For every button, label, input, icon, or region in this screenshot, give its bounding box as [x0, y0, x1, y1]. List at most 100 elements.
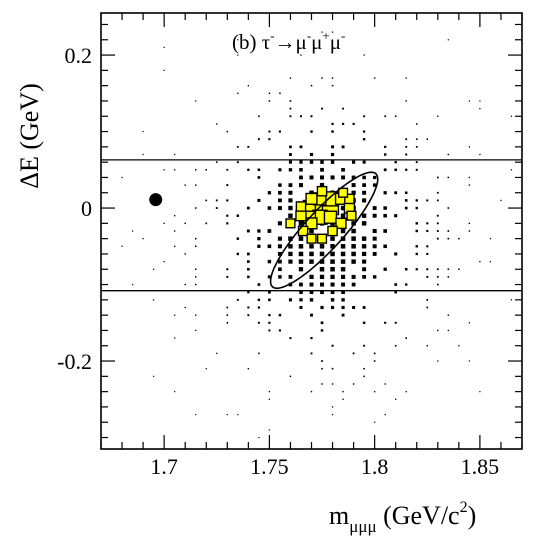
mc-box — [319, 274, 325, 280]
mc-box — [437, 115, 439, 117]
mc-box — [309, 259, 314, 264]
mc-box — [447, 153, 450, 156]
mc-box — [340, 274, 346, 279]
mc-box — [405, 283, 408, 286]
mc-box — [340, 213, 346, 218]
mc-box — [277, 221, 282, 226]
mc-box — [330, 160, 335, 164]
mc-box — [436, 230, 439, 232]
mc-box — [257, 176, 261, 179]
mc-box — [195, 329, 197, 332]
mc-box — [321, 367, 323, 370]
mc-box — [384, 115, 387, 118]
mc-box — [341, 282, 346, 287]
mc-box — [426, 229, 429, 233]
mc-box — [363, 375, 365, 378]
mc-box — [372, 228, 377, 234]
mc-box — [298, 259, 304, 264]
mc-box — [426, 275, 429, 278]
mc-box — [384, 413, 386, 416]
signal-mc-box — [337, 187, 349, 198]
mc-box — [415, 252, 418, 256]
mc-box — [351, 190, 356, 195]
mc-box — [163, 169, 165, 171]
mc-box — [131, 283, 134, 286]
mc-box — [426, 298, 429, 301]
mc-box — [341, 298, 345, 302]
mc-box — [405, 145, 408, 148]
mc-box — [236, 145, 239, 148]
mc-box — [372, 244, 377, 249]
mc-box — [174, 391, 176, 393]
mc-box — [278, 130, 281, 133]
signal-mc-box — [295, 201, 307, 212]
signal-mc-box — [335, 217, 347, 230]
mc-box — [216, 123, 218, 125]
mc-box — [299, 168, 303, 172]
mc-box — [246, 206, 250, 210]
mc-box — [352, 122, 355, 125]
mc-box — [404, 199, 408, 202]
mc-box — [299, 305, 303, 310]
mc-box — [174, 169, 176, 171]
mc-box — [330, 152, 335, 157]
mc-box — [458, 237, 460, 240]
mc-box — [405, 100, 407, 102]
mc-box — [341, 145, 345, 149]
mc-box — [331, 344, 334, 347]
mc-box — [426, 252, 429, 255]
mc-box — [415, 245, 418, 248]
mc-box — [436, 176, 439, 179]
mc-box — [163, 222, 165, 224]
mc-box — [299, 282, 303, 287]
mc-box — [278, 183, 282, 187]
mc-box — [479, 108, 481, 110]
mc-box — [394, 115, 397, 118]
mc-box — [174, 215, 176, 217]
mc-box — [405, 138, 408, 141]
mc-box — [331, 406, 334, 408]
mc-box — [415, 145, 418, 148]
mc-box — [215, 207, 218, 209]
mc-box — [257, 198, 261, 202]
mc-box — [174, 230, 176, 232]
mc-box — [268, 130, 271, 133]
mc-box — [142, 238, 144, 240]
mc-box — [415, 268, 418, 271]
mc-box — [268, 321, 271, 324]
mc-box — [268, 100, 271, 102]
signal-mc-box — [305, 192, 318, 205]
mc-box — [226, 268, 229, 271]
mc-box — [319, 251, 325, 257]
mc-box — [309, 274, 314, 280]
mc-box — [320, 321, 324, 325]
mc-box — [437, 329, 439, 332]
mc-box — [372, 206, 377, 210]
mc-box — [394, 191, 398, 195]
mc-box — [247, 84, 250, 87]
mc-box — [363, 344, 366, 347]
mc-box — [236, 214, 240, 217]
x-tick-label: 1.75 — [250, 454, 289, 479]
mc-box — [226, 275, 229, 278]
mc-box — [174, 314, 176, 316]
mc-box — [362, 175, 366, 180]
mc-box — [394, 283, 398, 286]
mc-box — [289, 115, 292, 118]
mc-box — [236, 252, 240, 256]
mc-box — [331, 130, 334, 133]
mc-box — [268, 313, 271, 317]
mc-box — [153, 299, 155, 301]
mc-box — [415, 123, 418, 125]
mc-box — [383, 267, 387, 271]
mc-box — [309, 190, 314, 195]
mc-box — [174, 153, 176, 156]
mc-box — [321, 383, 323, 385]
mc-box — [310, 352, 313, 355]
mc-box — [309, 298, 314, 302]
mc-box — [351, 274, 356, 279]
mc-box — [320, 175, 325, 180]
mc-box — [447, 329, 449, 332]
mc-box — [510, 299, 513, 301]
mc-box — [319, 244, 325, 249]
